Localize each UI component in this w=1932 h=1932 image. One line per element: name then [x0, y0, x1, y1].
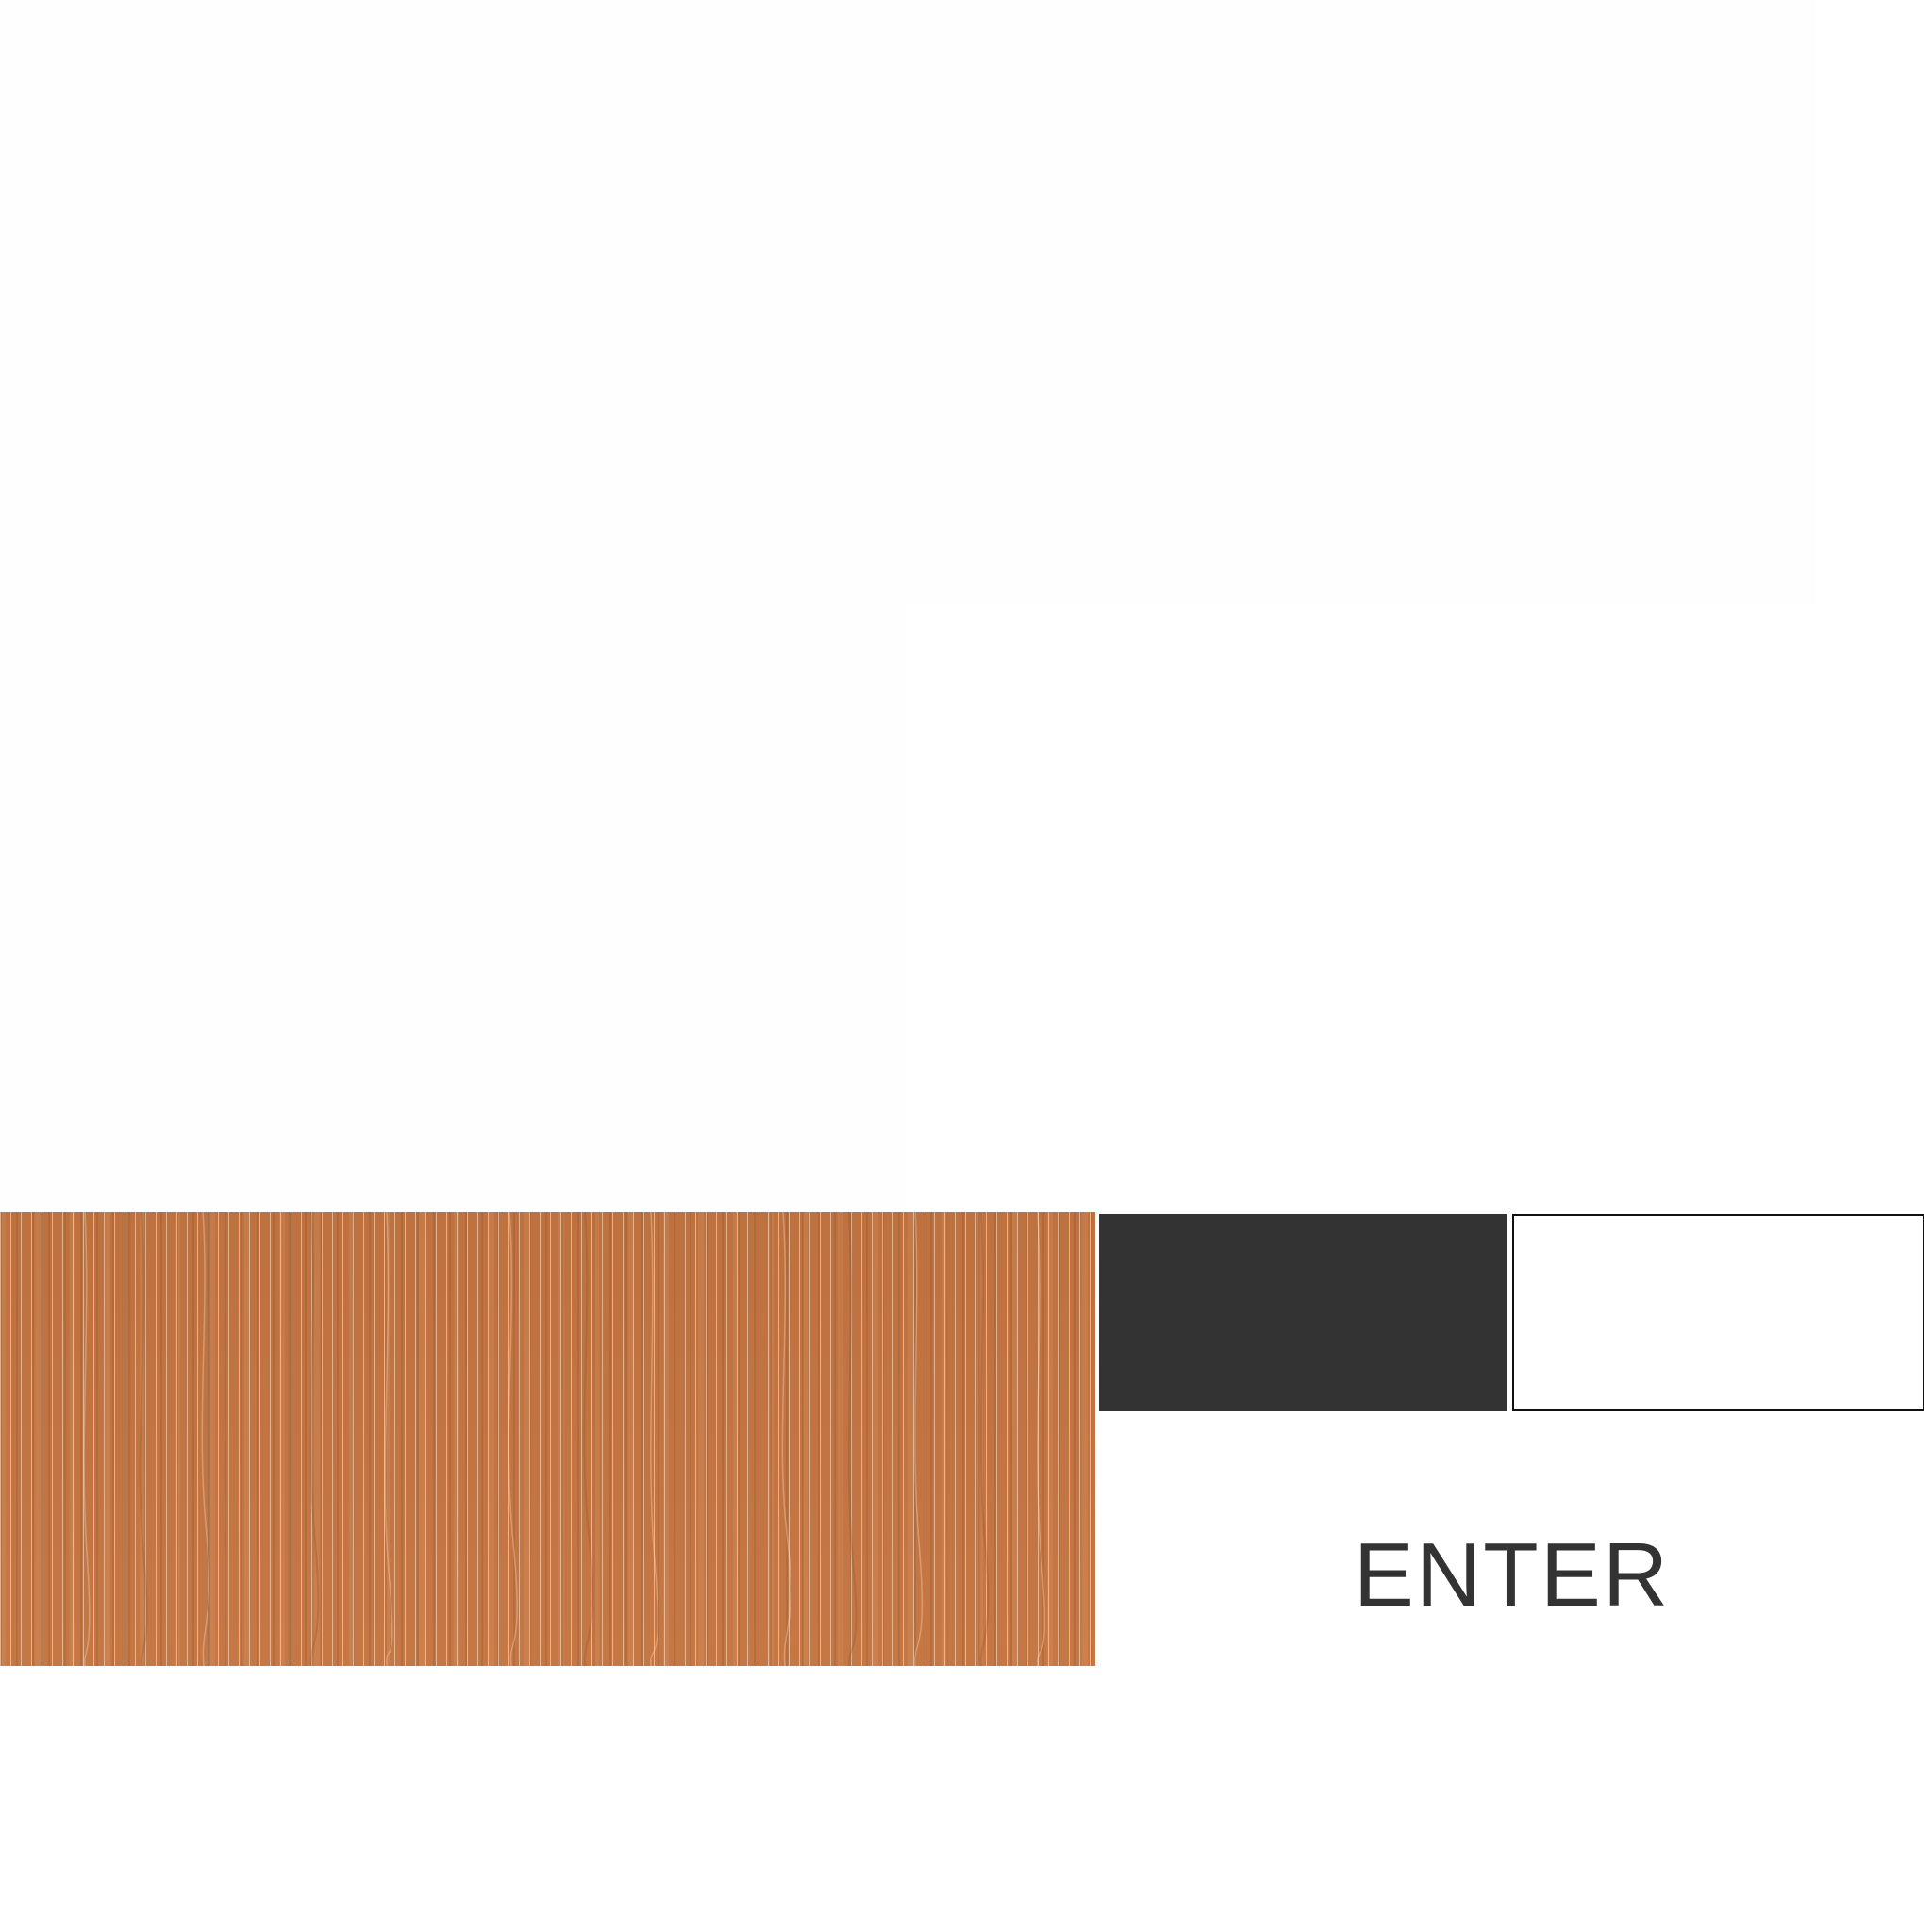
- grain-line: [384, 1212, 393, 1666]
- grain-line-dark: [309, 1212, 320, 1666]
- enter-button[interactable]: ENTER: [1099, 1472, 1924, 1679]
- grain-line-dark: [139, 1212, 148, 1666]
- grain-line: [508, 1212, 518, 1666]
- grain-line: [1037, 1212, 1046, 1666]
- light-color-swatch[interactable]: [1512, 1214, 1924, 1411]
- top-panel: [0, 0, 1816, 604]
- wood-grain-lines: [83, 1212, 1046, 1666]
- grain-line: [781, 1212, 791, 1666]
- wood-texture-panel: [0, 1212, 1095, 1666]
- grain-line-dark: [979, 1212, 990, 1666]
- left-panel: [0, 604, 906, 1212]
- grain-line: [650, 1212, 659, 1666]
- grain-line: [914, 1212, 924, 1666]
- grain-line-dark: [847, 1212, 858, 1666]
- dark-color-swatch[interactable]: [1099, 1214, 1507, 1411]
- grain-line-dark: [583, 1212, 594, 1666]
- grain-line: [201, 1212, 210, 1666]
- grain-line: [83, 1212, 91, 1666]
